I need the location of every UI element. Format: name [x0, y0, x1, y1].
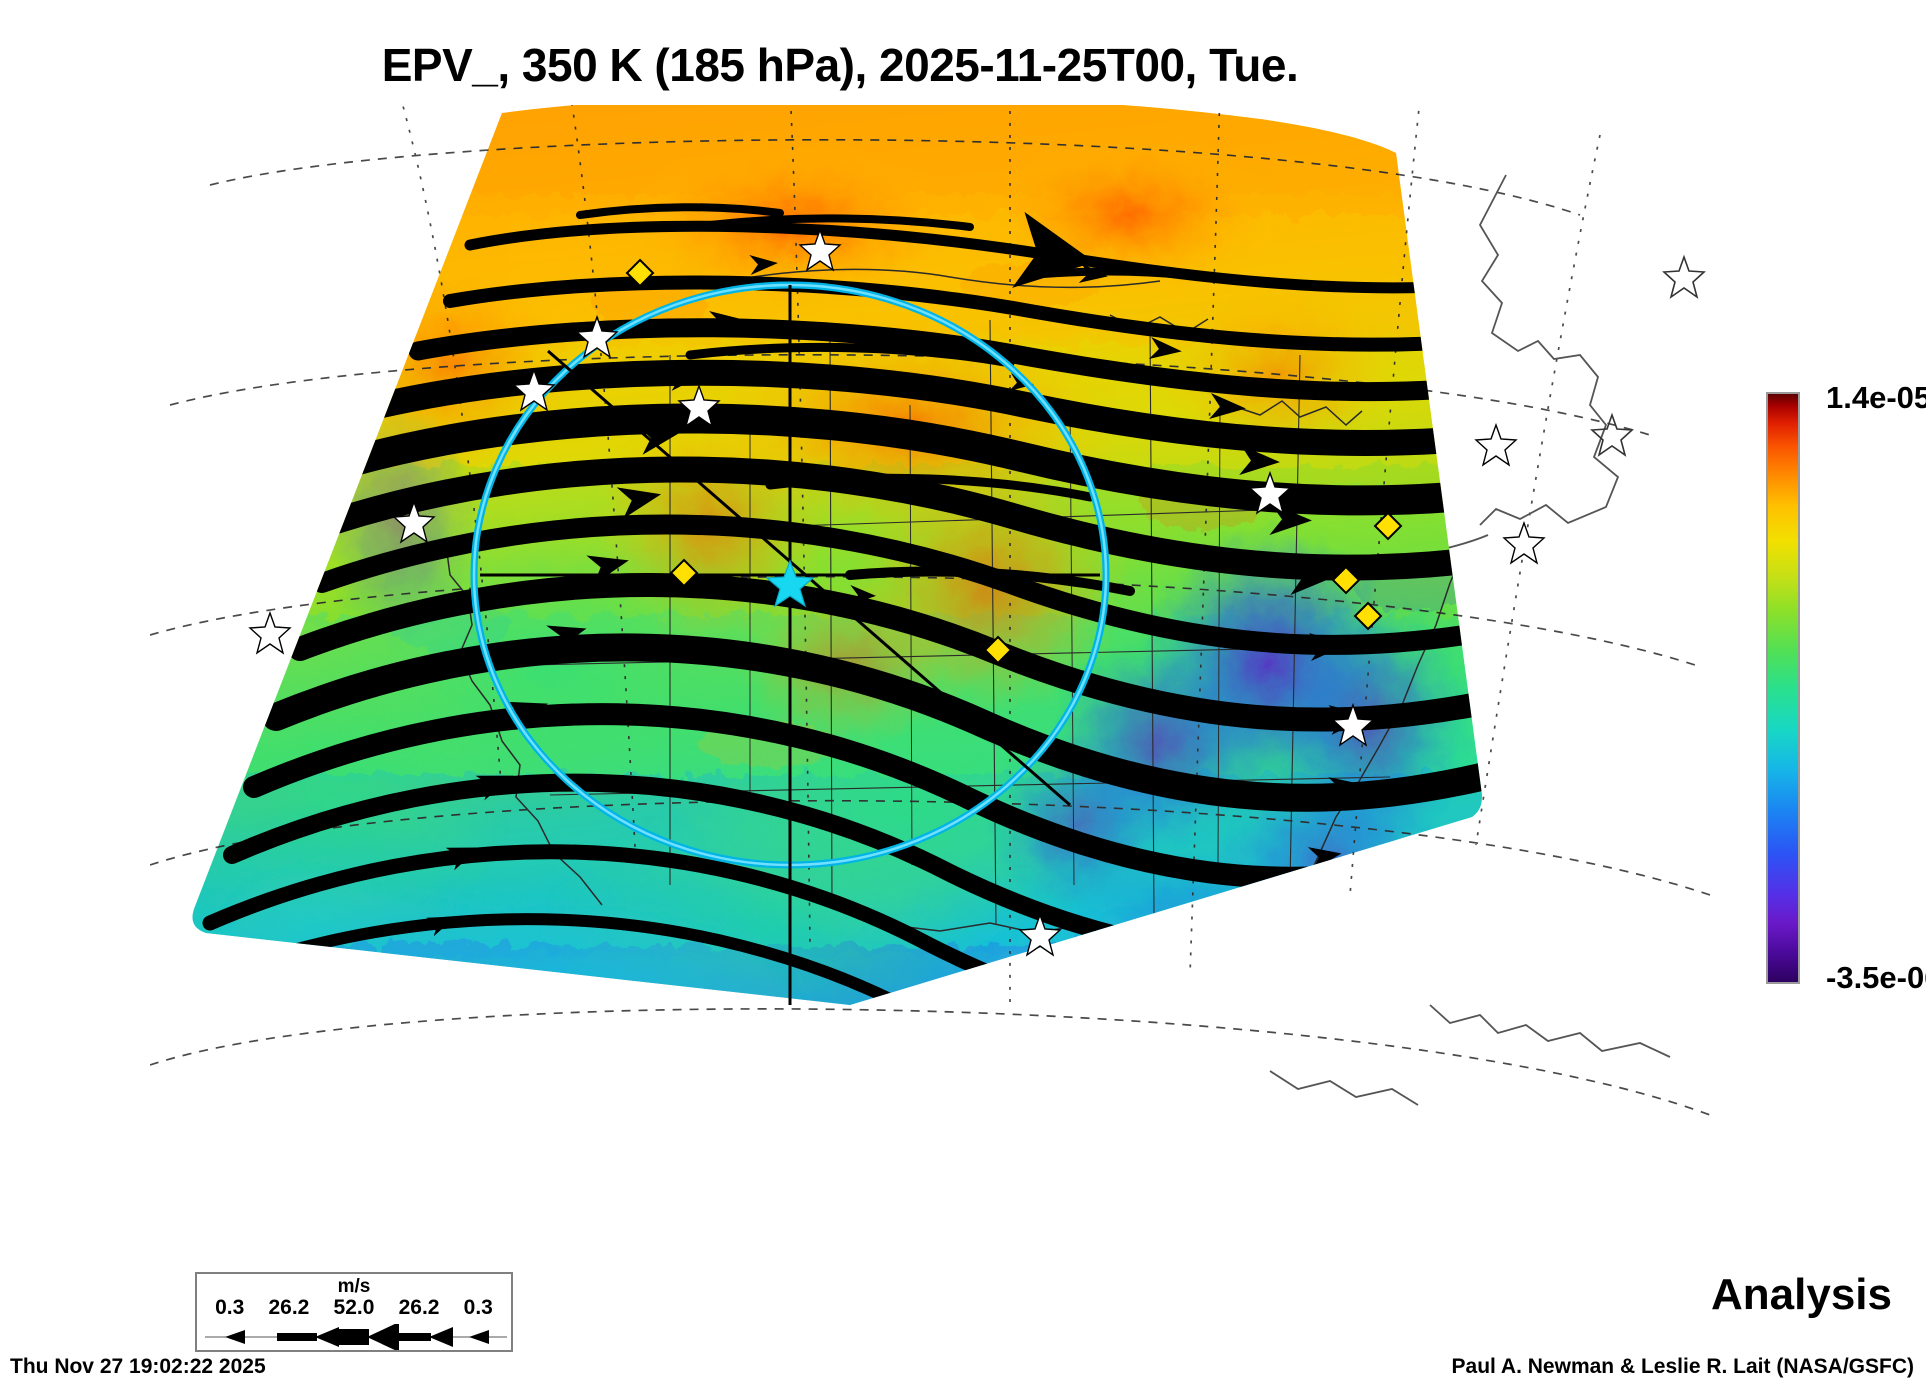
wind-legend-arrows	[205, 1324, 507, 1350]
domain-center-star-icon	[765, 559, 815, 608]
figure-title: EPV_, 350 K (185 hPa), 2025-11-25T00, Tu…	[381, 39, 1299, 91]
author-credit: Paul A. Newman & Leslie R. Lait (NASA/GS…	[1451, 1355, 1914, 1378]
wind-legend-units: m/s	[337, 1276, 371, 1297]
station-star-icon	[248, 227, 1546, 957]
colorbar: 1.4e-05 -3.5e-06	[1766, 380, 1926, 1000]
wind-tick-2: 52.0	[333, 1296, 375, 1319]
colorbar-min-label: -3.5e-06	[1826, 960, 1926, 995]
site-diamond-icon	[625, 258, 1403, 665]
wind-tick-3: 26.2	[398, 1296, 440, 1319]
colorbar-gradient	[1766, 392, 1800, 984]
map-svg	[150, 105, 1710, 1116]
station-star-outline-icon	[1590, 254, 1706, 457]
colorbar-max-label: 1.4e-05	[1826, 380, 1926, 415]
wind-speed-legend: m/s 0.3 26.2 52.0 26.2 0.3	[195, 1272, 513, 1352]
analysis-label: Analysis	[1711, 1270, 1892, 1319]
wind-tick-1: 26.2	[268, 1296, 310, 1319]
wind-legend-ticks: 0.3 26.2 52.0 26.2 0.3	[197, 1296, 511, 1320]
wind-tick-4: 0.3	[463, 1296, 493, 1319]
wind-tick-0: 0.3	[215, 1296, 245, 1319]
generation-timestamp: Thu Nov 27 19:02:22 2025	[10, 1355, 266, 1378]
map-plot-area	[150, 105, 1710, 1265]
